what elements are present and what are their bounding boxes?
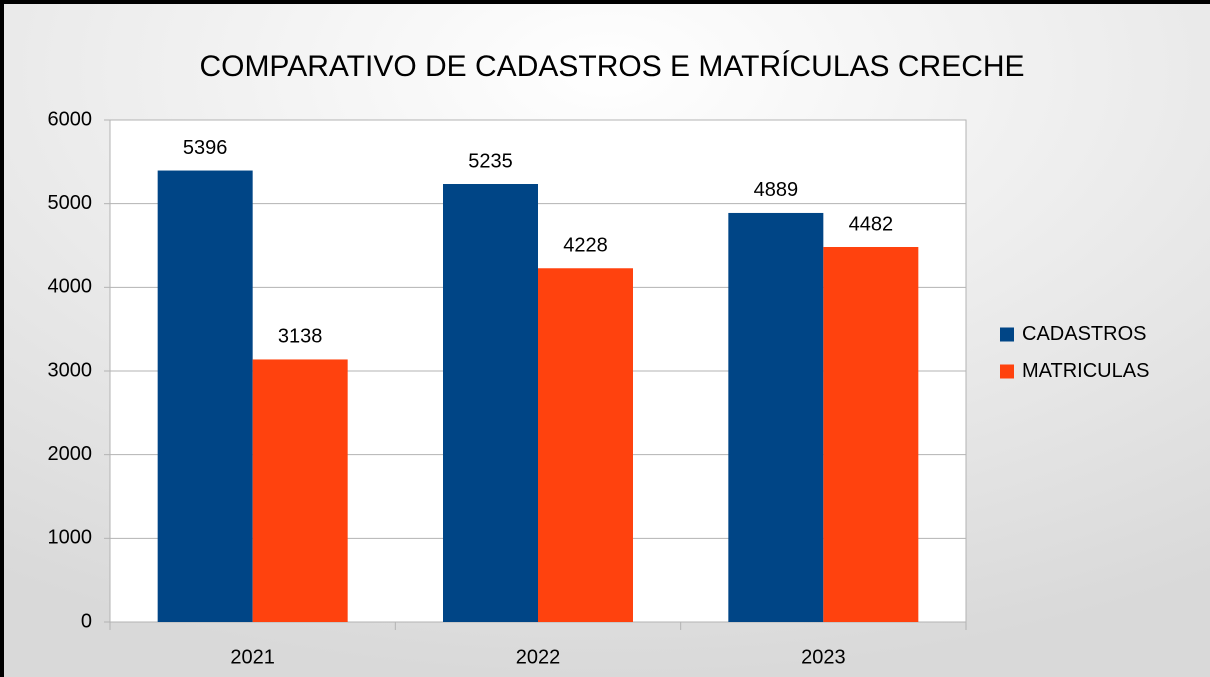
bar bbox=[157, 170, 253, 622]
data-label: 4228 bbox=[563, 235, 608, 257]
data-label: 4482 bbox=[849, 213, 894, 235]
y-tick-label: 0 bbox=[81, 610, 92, 632]
x-tick-label: 2023 bbox=[801, 646, 846, 668]
chart-title: COMPARATIVO DE CADASTROS E MATRÍCULAS CR… bbox=[199, 50, 1024, 83]
legend-label: MATRICULAS bbox=[1022, 360, 1149, 382]
x-tick-label: 2022 bbox=[516, 646, 561, 668]
bar bbox=[728, 212, 824, 622]
data-label: 3138 bbox=[278, 326, 323, 348]
bar bbox=[252, 359, 348, 622]
y-tick-label: 4000 bbox=[48, 276, 93, 298]
bar bbox=[538, 268, 633, 622]
bar bbox=[443, 184, 538, 622]
data-label: 5396 bbox=[183, 137, 228, 159]
y-tick-label: 2000 bbox=[48, 443, 93, 465]
y-tick-label: 5000 bbox=[48, 192, 93, 214]
legend-label: CADASTROS bbox=[1022, 323, 1146, 345]
bar bbox=[823, 247, 919, 623]
x-tick-label: 2021 bbox=[230, 646, 275, 668]
y-tick-label: 1000 bbox=[48, 527, 93, 549]
legend-swatch bbox=[1000, 364, 1014, 379]
y-tick-label: 3000 bbox=[48, 359, 93, 381]
legend-swatch bbox=[1000, 327, 1014, 342]
y-tick-label: 6000 bbox=[48, 108, 93, 130]
data-label: 5235 bbox=[468, 150, 513, 172]
data-label: 4889 bbox=[754, 179, 799, 201]
